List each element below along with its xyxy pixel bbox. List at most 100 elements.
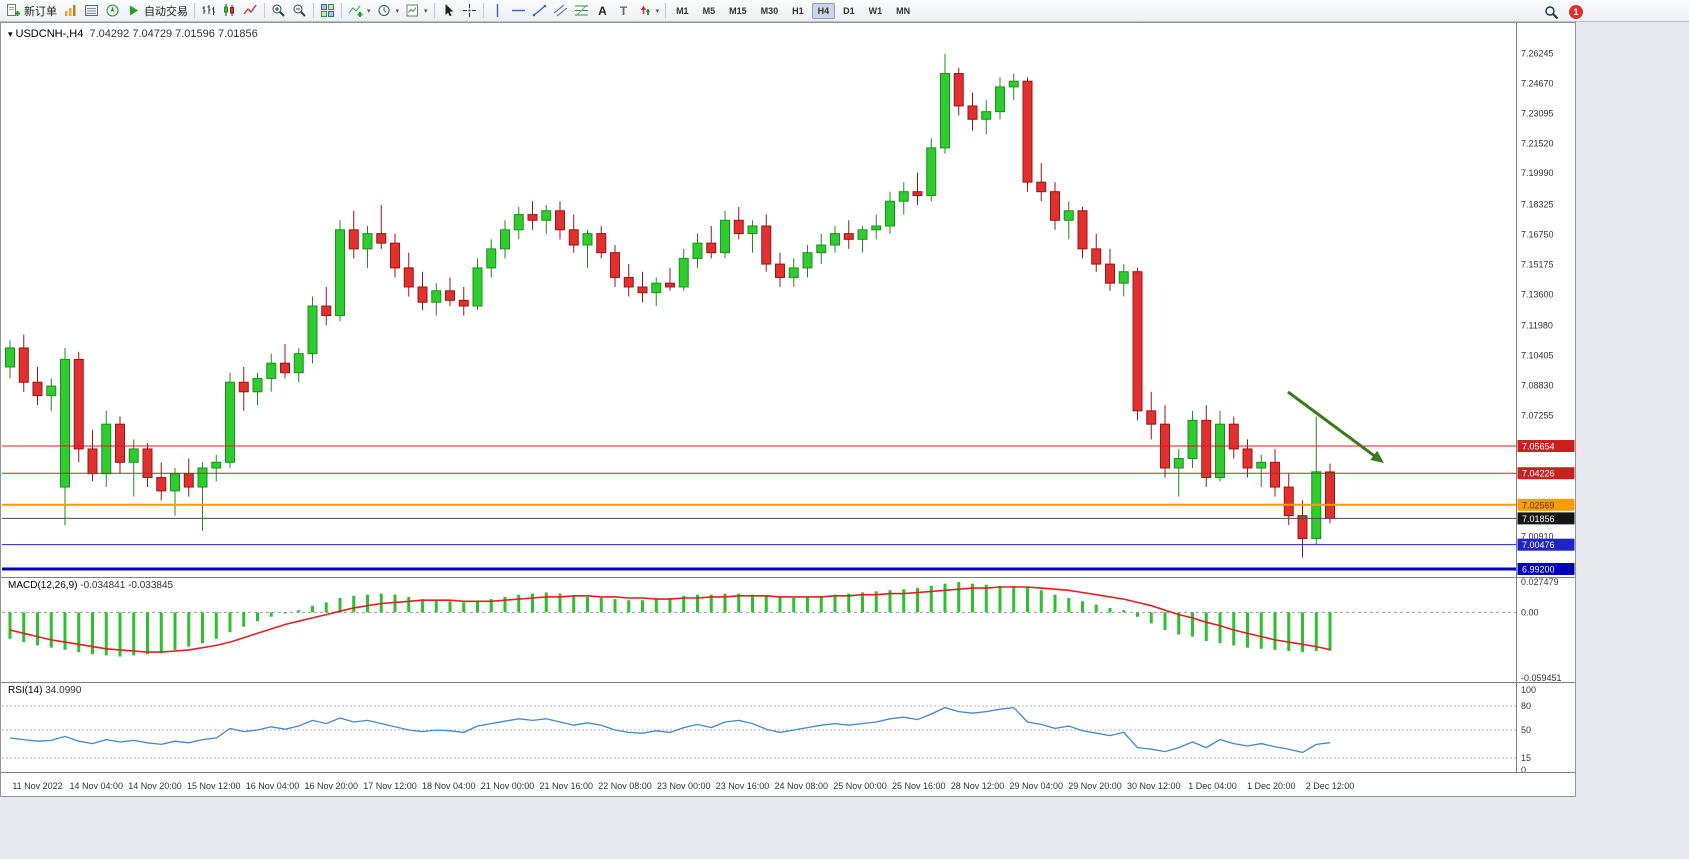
notification-badge[interactable]: 1 (1569, 5, 1583, 19)
chevron-down-icon: ▾ (424, 7, 428, 15)
svg-text:29 Nov 20:00: 29 Nov 20:00 (1068, 781, 1122, 791)
text-label-icon: T (619, 4, 627, 18)
macd-signal-line (9, 586, 1331, 653)
text-tool-button[interactable]: A (592, 2, 613, 20)
svg-text:7.04226: 7.04226 (1522, 469, 1555, 479)
channel-icon (553, 4, 567, 17)
market-watch-icon (65, 5, 76, 16)
toolbar-separator (264, 3, 265, 18)
zoom-in-button[interactable] (268, 2, 289, 20)
trendline-icon (532, 4, 546, 17)
trendline-tool-button[interactable] (529, 2, 550, 20)
svg-text:14 Nov 20:00: 14 Nov 20:00 (128, 781, 182, 791)
svg-text:7.00476: 7.00476 (1522, 540, 1555, 550)
search-button[interactable] (1541, 3, 1562, 21)
svg-text:T: T (619, 4, 627, 18)
arrows-icon (640, 5, 650, 15)
navigator-button[interactable] (102, 2, 123, 20)
svg-text:2 Dec 12:00: 2 Dec 12:00 (1306, 781, 1355, 791)
channel-tool-button[interactable] (550, 2, 571, 20)
templates-icon (406, 4, 419, 17)
timeframe-button-mn[interactable]: MN (896, 5, 911, 16)
line-chart-icon (243, 4, 257, 15)
new-order-icon (7, 4, 20, 16)
line-chart-button[interactable] (240, 2, 261, 20)
svg-text:18 Nov 04:00: 18 Nov 04:00 (422, 781, 476, 791)
timeframe-button-d1[interactable]: D1 (843, 5, 855, 16)
svg-text:7.13600: 7.13600 (1521, 290, 1554, 300)
chart-ohlc-values: 7.04292 7.04729 7.01596 7.01856 (89, 28, 258, 40)
svg-text:7.07255: 7.07255 (1521, 411, 1554, 421)
vertical-line-tool-button[interactable] (487, 2, 508, 20)
svg-text:50: 50 (1521, 725, 1531, 735)
level-lines (2, 445, 1516, 571)
svg-text:7.16750: 7.16750 (1521, 230, 1554, 240)
support-line-orange-badge: 7.02569 (1517, 498, 1575, 511)
collapse-triangle-icon[interactable]: ▾ (8, 29, 13, 39)
market-watch-button[interactable] (60, 2, 81, 20)
candlestick-series (5, 53, 1335, 558)
timeframe-button-w1[interactable]: W1 (868, 5, 883, 16)
svg-text:0.027479: 0.027479 (1521, 577, 1559, 587)
timeframe-button-h4[interactable]: H4 (811, 2, 836, 19)
indicators-button[interactable]: ▾ (345, 2, 374, 20)
svg-text:1 Dec 20:00: 1 Dec 20:00 (1247, 781, 1296, 791)
time-axis[interactable]: 11 Nov 2022 14 Nov 04:00 14 Nov 20:00 15 No… (12, 781, 1354, 791)
chart-window (0, 22, 1576, 797)
autotrading-icon (130, 5, 138, 16)
rsi-indicator-label: RSI(14) 34.0990 (8, 685, 82, 696)
new-order-button[interactable]: 新订单 (3, 2, 60, 20)
price-axis[interactable]: 7.26245 7.24670 7.23095 7.21520 7.19990 7.183… (1517, 49, 1575, 775)
support-line-blue-lower-badge: 6.99200 (1517, 562, 1575, 575)
timeframe-button-m30[interactable]: M30 (760, 5, 779, 16)
svg-text:A: A (598, 4, 607, 18)
vertical-line-icon (496, 4, 498, 17)
svg-text:24 Nov 08:00: 24 Nov 08:00 (774, 781, 828, 791)
zoom-out-icon (293, 4, 306, 17)
svg-text:100: 100 (1521, 685, 1536, 695)
horizontal-line-tool-button[interactable] (508, 2, 529, 20)
text-icon: A (598, 4, 607, 18)
svg-text:23 Nov 16:00: 23 Nov 16:00 (716, 781, 770, 791)
text-label-tool-button[interactable]: T (613, 2, 634, 20)
svg-text:21 Nov 16:00: 21 Nov 16:00 (539, 781, 593, 791)
periods-button[interactable]: ▾ (374, 2, 403, 20)
indicators-icon (348, 5, 363, 17)
zoom-out-button[interactable] (289, 2, 310, 20)
timeframe-button-m15[interactable]: M15 (729, 5, 747, 16)
svg-text:7.00910: 7.00910 (1521, 531, 1554, 541)
zoom-in-icon (272, 4, 285, 17)
cursor-tool-button[interactable] (438, 2, 459, 20)
candlestick-chart-icon (224, 4, 234, 16)
bar-chart-button[interactable] (198, 2, 219, 20)
arrows-tool-button[interactable]: ▾ (634, 2, 663, 20)
templates-button[interactable]: ▾ (402, 2, 431, 20)
candlestick-chart-button[interactable] (219, 2, 240, 20)
svg-text:16 Nov 20:00: 16 Nov 20:00 (304, 781, 358, 791)
svg-text:17 Nov 12:00: 17 Nov 12:00 (363, 781, 417, 791)
svg-text:22 Nov 08:00: 22 Nov 08:00 (598, 781, 652, 791)
timeframe-button-m5[interactable]: M5 (702, 5, 716, 16)
toolbar-separator (433, 3, 435, 18)
svg-text:11 Nov 2022: 11 Nov 2022 (12, 781, 62, 791)
cursor-icon (445, 4, 453, 17)
timeframe-button-m1[interactable]: M1 (676, 5, 689, 16)
svg-text:7.23095: 7.23095 (1521, 109, 1554, 119)
autotrading-button[interactable]: 自动交易 (123, 2, 191, 20)
fibonacci-tool-button[interactable] (571, 2, 592, 20)
horizontal-line-icon (511, 9, 525, 12)
svg-text:29 Nov 04:00: 29 Nov 04:00 (1009, 781, 1063, 791)
svg-text:7.05654: 7.05654 (1522, 442, 1555, 452)
timeframe-button-h1[interactable]: H1 (792, 5, 804, 16)
crosshair-icon (462, 4, 476, 17)
resistance-line-lower-badge: 7.04226 (1517, 467, 1575, 480)
crosshair-tool-button[interactable] (459, 2, 480, 20)
resistance-line-upper-badge: 7.05654 (1517, 440, 1575, 453)
data-window-button[interactable] (81, 2, 102, 20)
sell-signal-arrow[interactable] (1287, 390, 1384, 463)
toolbar: 新订单 自动交易 ▾ ▾ ▾ A T ▾ M1 M5 M15 M30 H1 H4 D1 W1 MN 1 (0, 0, 1689, 22)
svg-text:25 Nov 16:00: 25 Nov 16:00 (892, 781, 946, 791)
svg-text:7.19990: 7.19990 (1521, 168, 1554, 178)
tile-windows-button[interactable] (317, 2, 338, 20)
